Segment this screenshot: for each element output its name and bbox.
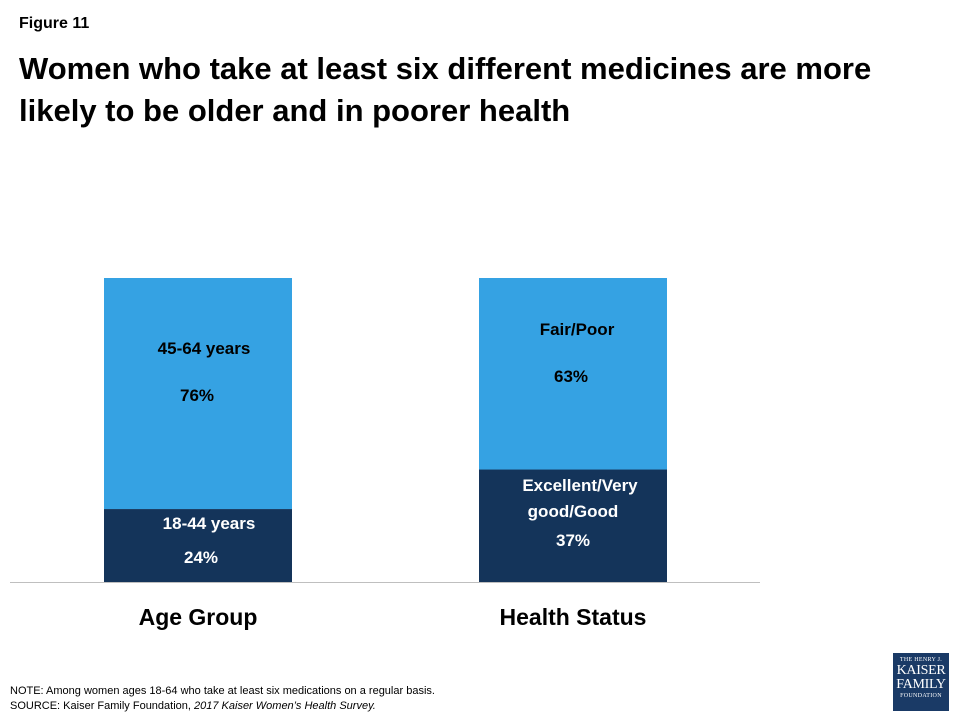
chart-title: Women who take at least six different me… [19, 51, 872, 128]
logo-line-4: FOUNDATION [900, 693, 942, 699]
note-text: NOTE: Among women ages 18-64 who take at… [10, 685, 435, 697]
category-label: Health Status [500, 604, 647, 630]
segment-label: Excellent/Very [522, 476, 638, 495]
data-label: 76% [180, 386, 214, 405]
data-label: 24% [184, 548, 218, 567]
data-label: 37% [556, 531, 590, 550]
footnote: NOTE: Among women ages 18-64 who take at… [10, 684, 435, 714]
bar-segment [479, 278, 667, 470]
segment-label: Fair/Poor [540, 320, 615, 339]
figure-label: Figure 11 [19, 15, 90, 32]
logo-line-1: THE HENRY J. [899, 657, 943, 663]
bar-segment [479, 469, 667, 582]
logo-line-3: FAMILY [896, 677, 946, 692]
category-label: Age Group [139, 604, 258, 630]
source-text: SOURCE: Kaiser Family Foundation, 2017 K… [10, 699, 435, 714]
source-title: 2017 Kaiser Women’s Health Survey. [194, 700, 376, 712]
source-prefix: SOURCE: Kaiser Family Foundation, [10, 700, 195, 712]
bar-segment [104, 278, 292, 510]
segment-label: 18-44 years [163, 514, 256, 533]
segment-label: good/Good [528, 502, 619, 521]
kaiser-logo: THE HENRY J. KAISER FAMILY FOUNDATION [893, 653, 949, 711]
segment-label: 45-64 years [158, 339, 251, 358]
data-label: 63% [554, 367, 588, 386]
logo-line-2: KAISER [896, 663, 946, 678]
bar-segment [104, 509, 292, 582]
